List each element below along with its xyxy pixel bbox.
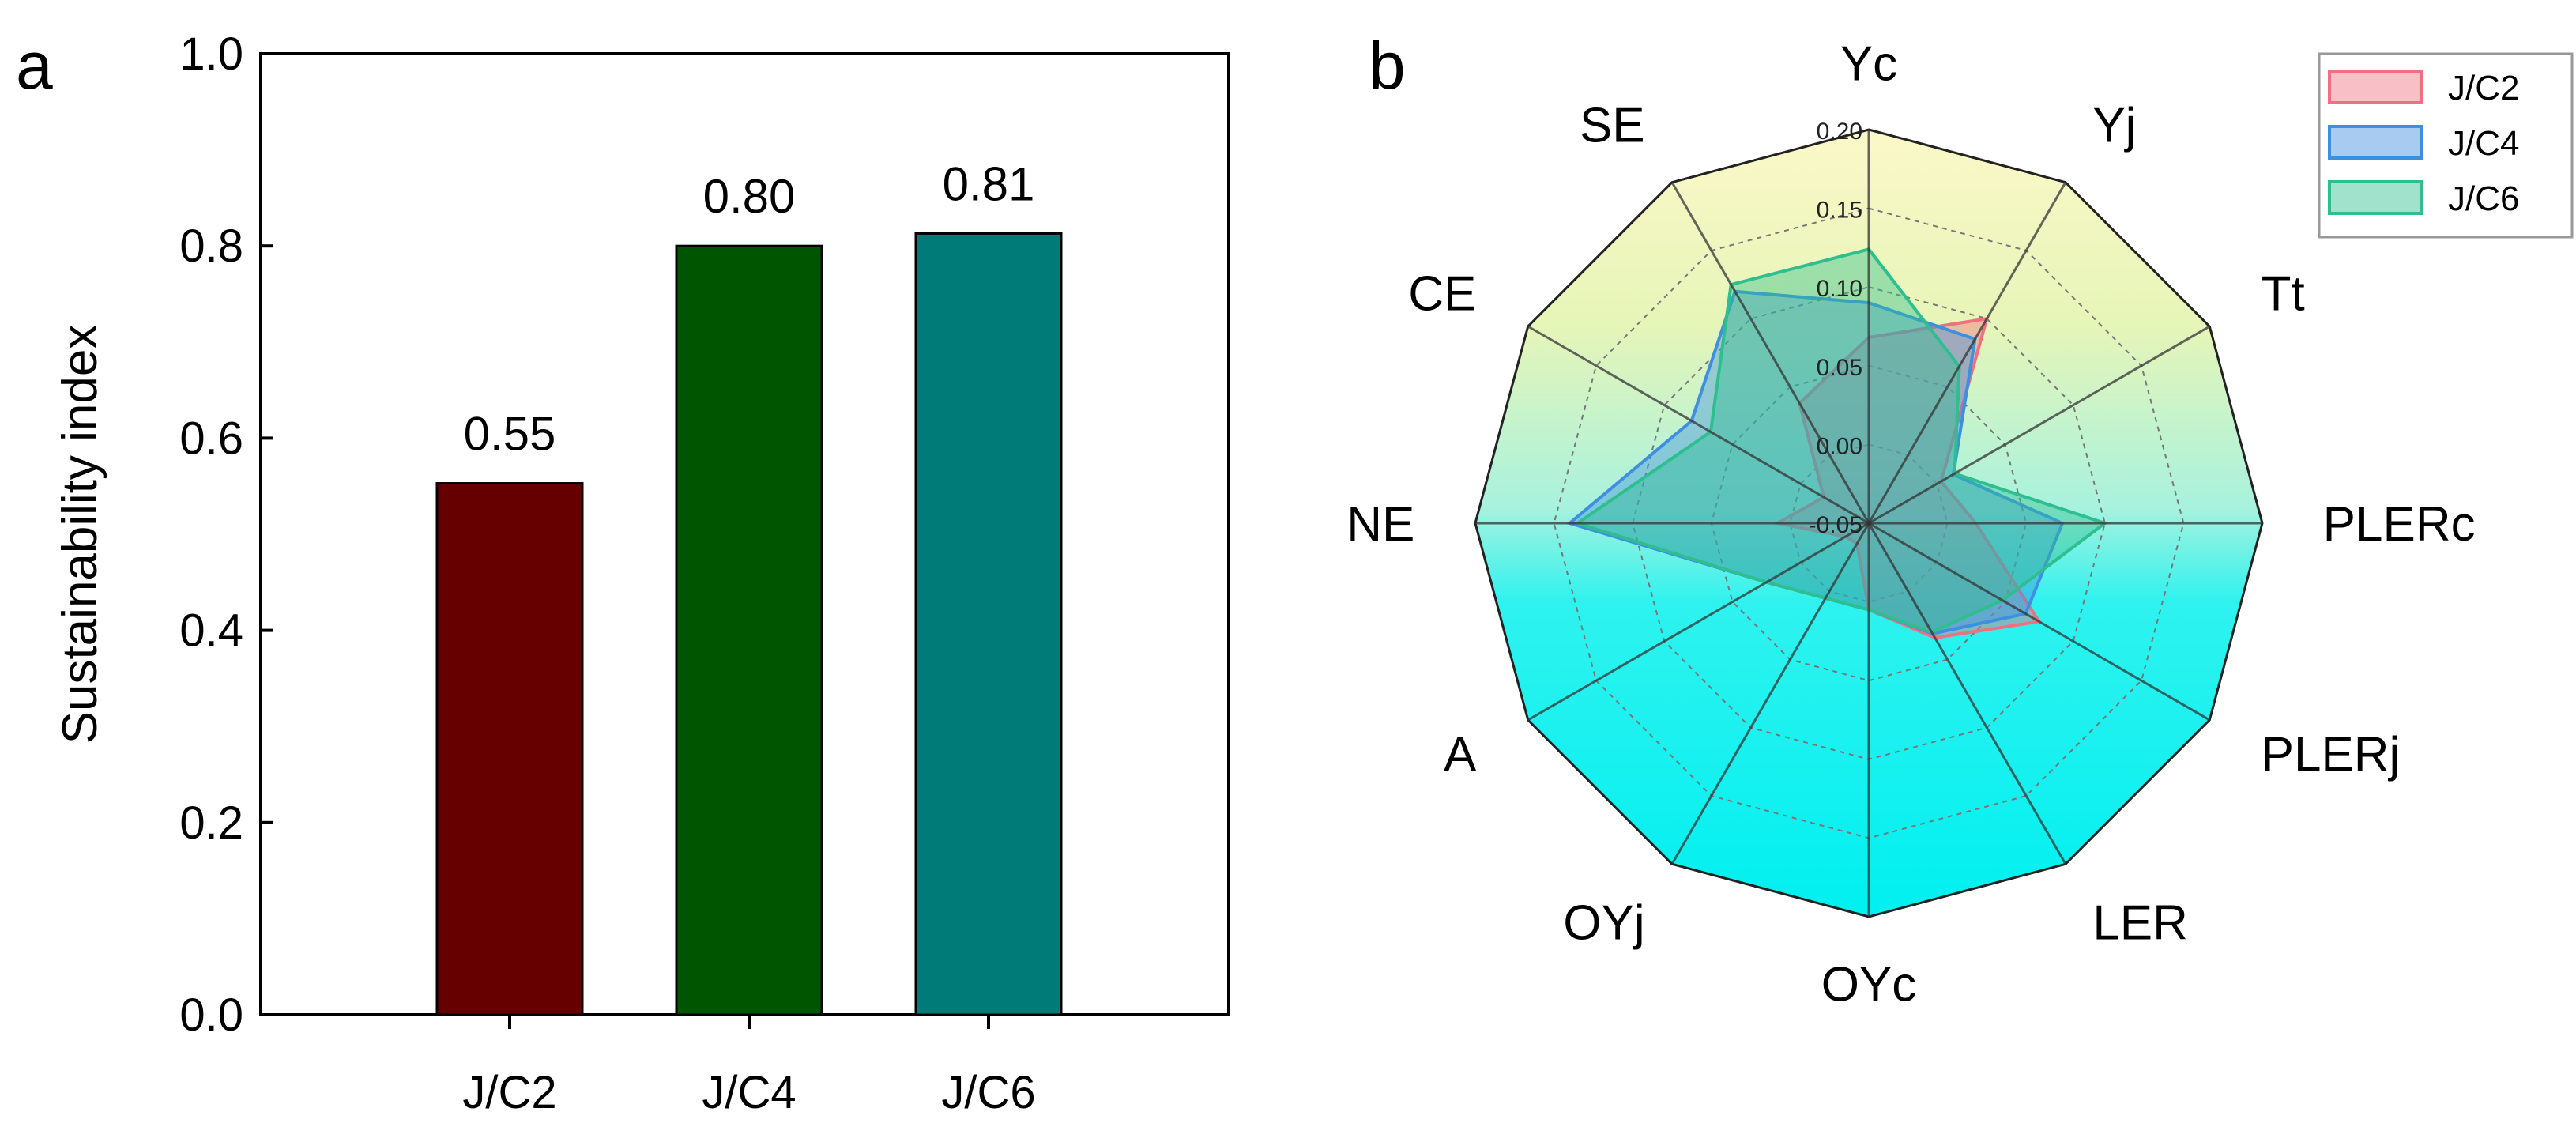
y-axis-title: Sustainability index (53, 325, 107, 744)
legend-box (2318, 52, 2574, 239)
radar-chart-panel: b -0.05 0.00 0.05 0.10 0.15 0.20 Yc Yj Tt PLERc P… (1346, 28, 2574, 1012)
legend-swatch (2328, 125, 2423, 160)
y-tick-label: 1.0 (179, 28, 243, 80)
radar-spoke (1527, 325, 1870, 525)
y-tick-label: 0.4 (179, 605, 243, 657)
y-tick-label: 0.0 (179, 989, 243, 1041)
bar-value-label: 0.55 (464, 408, 556, 461)
legend-swatch (2328, 70, 2423, 104)
radar-spoke (1670, 181, 1870, 524)
radar-ring-label: -0.05 (1809, 512, 1862, 538)
panel-letter-b: b (1369, 28, 1406, 103)
radar-axis-label-yj: Yj (2092, 98, 2136, 153)
x-tick-label: J/C4 (702, 1067, 796, 1118)
radar-axis-label-plerc: PLERc (2323, 497, 2476, 552)
legend: J/C2 J/C4 J/C6 (2318, 52, 2574, 239)
radar-spoke (1867, 181, 2067, 524)
radar-axis-label-oyc: OYc (1821, 958, 1917, 1012)
radar-axis-label-ler: LER (2092, 896, 2188, 951)
radar-ring-label: 0.05 (1817, 355, 1862, 381)
bar-j-c2 (435, 482, 584, 1016)
radar-spoke (1670, 522, 1870, 865)
radar-axis-label-plerj: PLERj (2262, 727, 2401, 782)
y-tick-label: 0.8 (179, 220, 243, 272)
legend-label: J/C2 (2448, 69, 2519, 107)
radar-axis-label-yc: Yc (1840, 36, 1897, 91)
radar-ring-label: 0.10 (1817, 276, 1862, 302)
bar-j-c6 (914, 232, 1063, 1016)
legend-label: J/C6 (2448, 179, 2519, 218)
radar-ring-label: 0.15 (1817, 198, 1862, 224)
bar-chart-panel: a 0.0 0.2 0.4 0.6 0.8 1.0 0.55 0.80 0.81 J/C2 J/… (16, 28, 1230, 1118)
x-tick-label: J/C6 (941, 1067, 1035, 1118)
radar-spoke (1868, 522, 2211, 722)
radar-spoke (1867, 522, 2067, 865)
radar-ring-label: 0.20 (1817, 119, 1862, 145)
radar-axis-label-oyj: OYj (1563, 896, 1644, 951)
radar-axis-label-se: SE (1580, 98, 1645, 153)
panel-letter-a: a (16, 28, 53, 103)
radar-ring-label: 0.00 (1817, 433, 1862, 459)
radar-spoke (1868, 325, 2211, 525)
bar-value-label: 0.80 (703, 170, 796, 223)
x-tick-label: J/C2 (462, 1067, 556, 1118)
radar-axis-label-ne: NE (1346, 497, 1414, 552)
bar-j-c4 (675, 244, 823, 1016)
legend-label: J/C4 (2448, 124, 2519, 163)
radar-spoke (1527, 522, 1870, 722)
bar-value-label: 0.81 (943, 157, 1035, 210)
y-tick-label: 0.6 (179, 413, 243, 464)
radar-axis-label-tt: Tt (2262, 267, 2305, 322)
radar-axis-label-a: A (1444, 727, 1477, 782)
y-tick-label: 0.2 (179, 797, 243, 849)
legend-swatch (2328, 180, 2423, 215)
radar-axis-label-ce: CE (1408, 267, 1476, 322)
